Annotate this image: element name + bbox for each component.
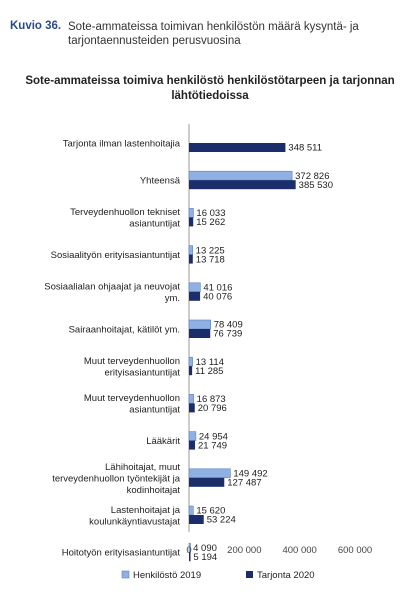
value-label: 53 224 — [207, 515, 236, 526]
bar-henkilosto-2019 — [188, 319, 211, 330]
bar-tarjonta-2020 — [189, 477, 225, 487]
category-label: Sairaanhoitajat, kätilöt ym. — [69, 325, 180, 336]
bar-henkilosto-2019 — [188, 505, 194, 516]
bar-henkilosto-2019 — [188, 245, 193, 255]
category-label: Lähihoitajat, muut terveydenhuollon työnt… — [52, 462, 181, 496]
bar-tarjonta-2020 — [189, 254, 193, 264]
value-label: 13 718 — [196, 254, 225, 265]
category-label: Terveydenhuollon tekniset asiantuntijat — [70, 207, 180, 230]
bar-tarjonta-2020 — [189, 515, 204, 524]
value-label: 40 076 — [203, 292, 232, 303]
category-label: Tarjonta ilman lastenhoitajia — [63, 139, 181, 150]
value-label: 20 796 — [198, 403, 227, 414]
bar-henkilosto-2019 — [188, 356, 193, 367]
value-label: 5 194 — [193, 552, 217, 563]
value-label: 149 492 — [233, 469, 267, 480]
bar-henkilosto-2019 — [188, 208, 194, 218]
category-label: Hoitotyön erityisasiantuntijat — [62, 548, 181, 559]
bar-tarjonta-2020 — [189, 180, 296, 190]
bar-tarjonta-2020 — [189, 291, 201, 301]
value-label: 13 225 — [196, 245, 225, 256]
bar-henkilosto-2019 — [188, 170, 293, 181]
category-label: Sosiaalityön erityisasiantuntijat — [51, 250, 181, 261]
chart-title: Sote-ammateissa toimiva henkilöstö henki… — [25, 75, 395, 102]
category-label: Sosiaalialan ohjaajat ja neuvojat ym. — [44, 282, 180, 305]
bar-tarjonta-2020 — [189, 366, 193, 376]
value-label: 11 285 — [195, 366, 223, 377]
value-label: 21 749 — [198, 440, 227, 451]
value-label: 127 487 — [227, 478, 261, 489]
bar-henkilosto-2019 — [188, 431, 197, 441]
value-label: 16 873 — [197, 394, 226, 405]
value-label: 78 409 — [214, 320, 243, 331]
legend-swatch — [121, 570, 130, 579]
bar-tarjonta-2020 — [189, 440, 196, 450]
value-label: 372 826 — [295, 171, 329, 182]
value-label: 385 530 — [299, 180, 333, 191]
bar-tarjonta-2020 — [189, 403, 195, 413]
bar-henkilosto-2019 — [188, 468, 231, 479]
value-label: 13 114 — [196, 357, 224, 368]
x-tick-label: 600 000 — [338, 545, 372, 556]
category-label: Yhteensä — [140, 176, 181, 187]
bar-tarjonta-2020 — [189, 143, 286, 152]
value-label: 15 620 — [196, 506, 225, 517]
bar-henkilosto-2019 — [188, 394, 194, 404]
x-tick-label: 0 — [186, 545, 191, 556]
category-label: Muut terveydenhuollon asiantuntijat — [84, 393, 180, 416]
category-label: Muut terveydenhuollon erityisasiantuntija… — [84, 356, 180, 379]
value-label: 348 511 — [288, 143, 322, 154]
value-label: 41 016 — [203, 283, 232, 294]
legend-label: Henkilöstö 2019 — [133, 570, 201, 581]
category-label: Lääkärit — [146, 436, 180, 447]
legend-swatch — [246, 571, 253, 578]
figure-number: Kuvio 36. — [10, 20, 62, 32]
value-label: 4 090 — [193, 543, 217, 554]
bar-henkilosto-2019 — [188, 282, 201, 293]
value-label: 24 954 — [199, 431, 228, 442]
legend-label: Tarjonta 2020 — [257, 570, 315, 581]
x-tick-label: 200 000 — [227, 545, 261, 556]
value-label: 16 033 — [196, 208, 225, 219]
value-label: 15 262 — [196, 217, 225, 228]
bar-tarjonta-2020 — [189, 329, 211, 338]
category-label: Lastenhoitajat ja koulunkäyntiavustajat — [89, 505, 181, 528]
value-label: 76 739 — [213, 329, 242, 340]
x-tick-label: 400 000 — [282, 545, 316, 556]
bar-tarjonta-2020 — [189, 552, 191, 562]
figure-caption: Sote-ammateissa toimivan henkilöstön mää… — [68, 21, 359, 47]
bar-tarjonta-2020 — [189, 217, 194, 227]
